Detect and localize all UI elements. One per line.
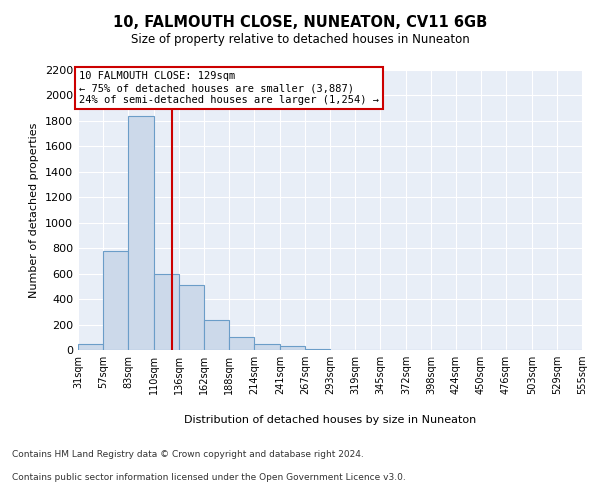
Text: Distribution of detached houses by size in Nuneaton: Distribution of detached houses by size … (184, 415, 476, 425)
Text: Size of property relative to detached houses in Nuneaton: Size of property relative to detached ho… (131, 32, 469, 46)
Text: 10 FALMOUTH CLOSE: 129sqm
← 75% of detached houses are smaller (3,887)
24% of se: 10 FALMOUTH CLOSE: 129sqm ← 75% of detac… (79, 72, 379, 104)
Bar (154, 274, 179, 350)
Text: Contains HM Land Registry data © Crown copyright and database right 2024.: Contains HM Land Registry data © Crown c… (12, 450, 364, 459)
Bar (103, 252, 128, 350)
Text: Contains public sector information licensed under the Open Government Licence v3: Contains public sector information licen… (12, 472, 406, 482)
Bar (179, 285, 204, 350)
Bar (229, 338, 254, 350)
Bar (128, 116, 154, 350)
Bar (78, 344, 103, 350)
Bar (204, 320, 229, 350)
Y-axis label: Number of detached properties: Number of detached properties (29, 122, 40, 298)
Bar (254, 344, 280, 350)
Text: 10, FALMOUTH CLOSE, NUNEATON, CV11 6GB: 10, FALMOUTH CLOSE, NUNEATON, CV11 6GB (113, 15, 487, 30)
Bar (305, 348, 330, 350)
Bar (280, 346, 305, 350)
